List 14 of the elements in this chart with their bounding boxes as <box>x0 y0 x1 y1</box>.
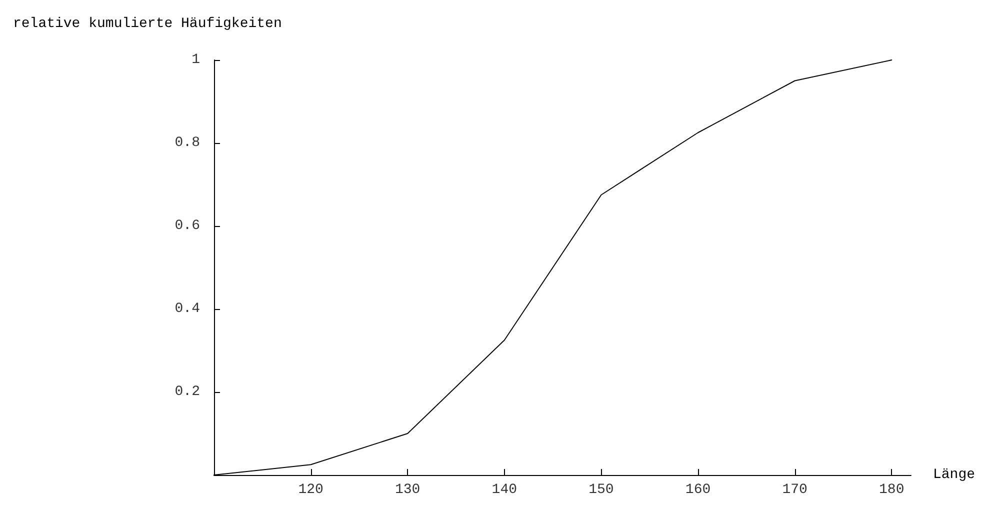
x-axis-title: Länge <box>933 467 976 483</box>
y-axis-title: relative kumulierte Häufigkeiten <box>13 16 282 32</box>
y-tick-label: 0.6 <box>174 218 200 234</box>
x-tick-label: 180 <box>879 482 904 498</box>
y-tick-label: 1 <box>192 52 200 68</box>
x-tick-label: 120 <box>298 482 324 498</box>
y-tick-label: 0.2 <box>174 384 200 400</box>
y-tick-label: 0.8 <box>174 135 200 151</box>
x-tick-label: 150 <box>588 482 614 498</box>
y-tick-label: 0.4 <box>174 301 200 317</box>
x-tick-label: 160 <box>685 482 711 498</box>
x-tick-label: 140 <box>492 482 518 498</box>
x-tick-label: 170 <box>782 482 808 498</box>
x-tick-label: 130 <box>395 482 420 498</box>
